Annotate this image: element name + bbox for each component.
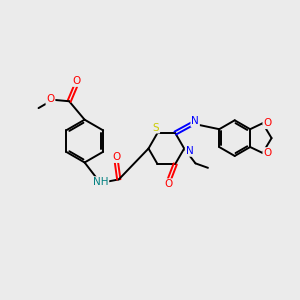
Text: NH: NH <box>93 177 108 187</box>
Text: O: O <box>263 118 272 128</box>
Text: O: O <box>73 76 81 86</box>
Text: N: N <box>186 146 194 156</box>
Text: S: S <box>153 123 159 133</box>
Text: O: O <box>112 152 121 162</box>
Text: O: O <box>164 179 172 189</box>
Text: N: N <box>191 116 199 126</box>
Text: O: O <box>46 94 55 104</box>
Text: O: O <box>263 148 272 158</box>
